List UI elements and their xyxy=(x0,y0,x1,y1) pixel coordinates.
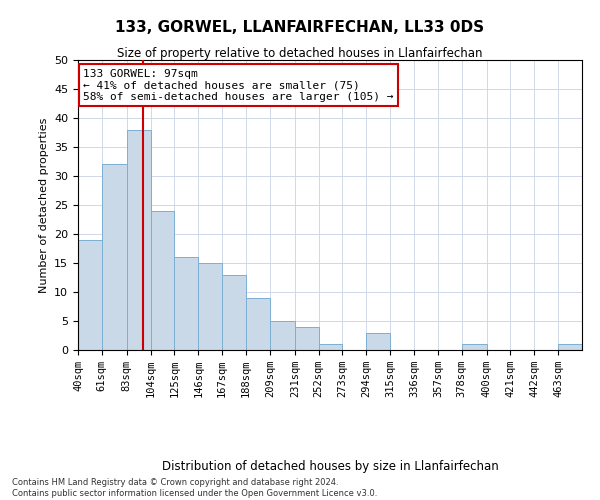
Bar xyxy=(270,321,295,350)
Text: 133 GORWEL: 97sqm
← 41% of detached houses are smaller (75)
58% of semi-detached: 133 GORWEL: 97sqm ← 41% of detached hous… xyxy=(83,68,394,102)
Bar xyxy=(461,344,487,350)
Bar xyxy=(199,263,222,350)
Bar xyxy=(78,240,102,350)
Bar xyxy=(367,332,390,350)
Bar xyxy=(151,211,175,350)
Bar xyxy=(319,344,343,350)
Bar xyxy=(558,344,582,350)
Text: Size of property relative to detached houses in Llanfairfechan: Size of property relative to detached ho… xyxy=(117,48,483,60)
Bar xyxy=(295,327,319,350)
Text: 133, GORWEL, LLANFAIRFECHAN, LL33 0DS: 133, GORWEL, LLANFAIRFECHAN, LL33 0DS xyxy=(115,20,485,35)
Bar xyxy=(222,274,246,350)
Text: Contains HM Land Registry data © Crown copyright and database right 2024.
Contai: Contains HM Land Registry data © Crown c… xyxy=(12,478,377,498)
X-axis label: Distribution of detached houses by size in Llanfairfechan: Distribution of detached houses by size … xyxy=(161,460,499,472)
Y-axis label: Number of detached properties: Number of detached properties xyxy=(38,118,49,292)
Bar xyxy=(127,130,151,350)
Bar xyxy=(246,298,270,350)
Bar xyxy=(102,164,127,350)
Bar xyxy=(175,257,199,350)
